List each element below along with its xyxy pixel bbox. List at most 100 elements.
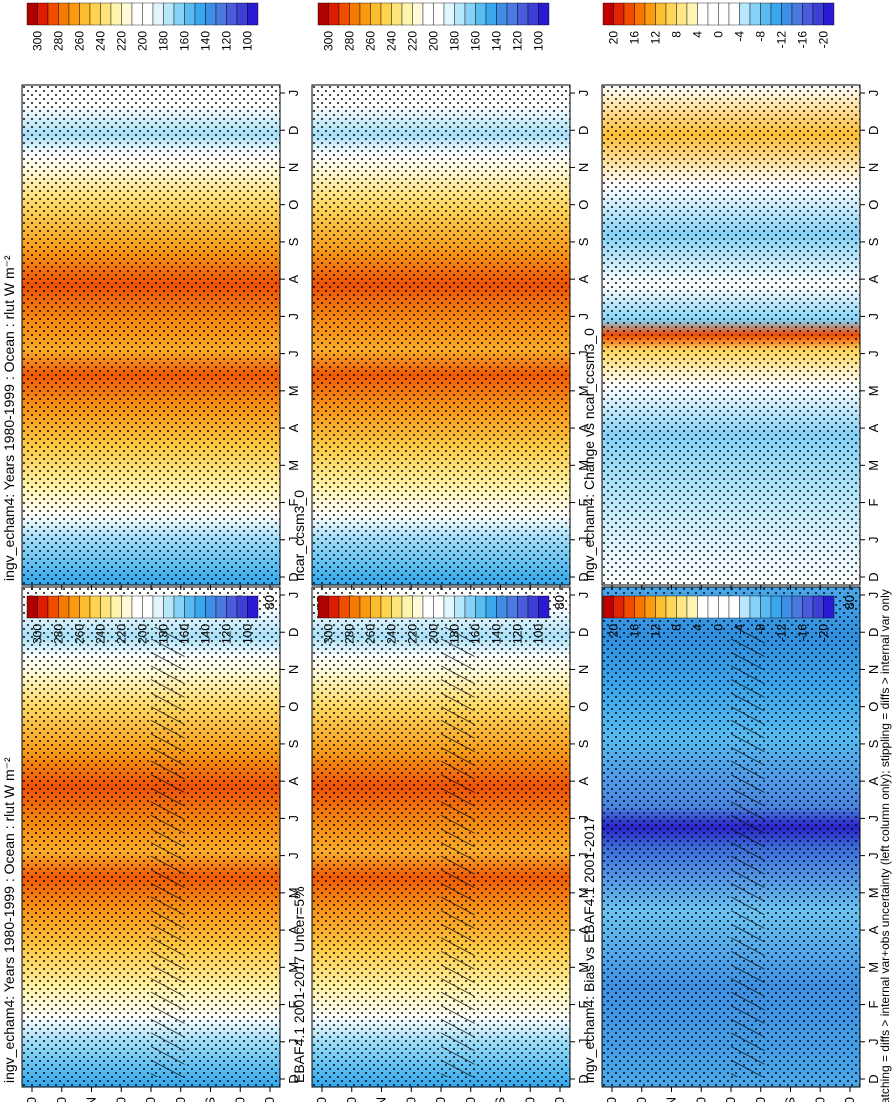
colorbar-swatch (623, 2, 635, 26)
colorbar-label: 120 (511, 31, 525, 51)
x-tick-label: M (866, 887, 881, 898)
colorbar-swatch (739, 595, 751, 619)
colorbar-label: -12 (775, 31, 789, 49)
x-tick-label: J (286, 350, 301, 357)
panel-5: DJFMAMJJASONDJ8060°N20020°S6080ingv_echa… (581, 586, 881, 1102)
x-tick-label: A (866, 925, 881, 934)
x-tick-label: J (286, 815, 301, 822)
colorbar-swatch (485, 2, 497, 26)
colorbar-label: 220 (115, 31, 129, 51)
x-tick-label: S (576, 739, 591, 748)
x-tick-label: F (576, 1001, 591, 1009)
x-tick-label: F (866, 1001, 881, 1009)
colorbar-swatch (686, 2, 698, 26)
colorbar-label: 0 (712, 31, 726, 38)
colorbar-swatch (506, 2, 518, 26)
colorbar-label: 16 (628, 624, 642, 638)
hatching (731, 627, 765, 1077)
y-tick-label: 80 (552, 595, 567, 609)
colorbar-swatch (812, 595, 824, 619)
x-tick-label: D (286, 1074, 301, 1083)
x-tick-label: O (286, 200, 301, 210)
colorbar-swatch (100, 595, 112, 619)
stippling (312, 85, 570, 585)
colorbar-swatch (338, 2, 350, 26)
colorbar-label: 20 (607, 624, 621, 638)
colorbar-swatch (194, 595, 206, 619)
x-tick-label: J (576, 90, 591, 97)
colorbar-label: 12 (649, 624, 663, 638)
colorbar-swatch (79, 595, 91, 619)
colorbar-swatch (89, 595, 101, 619)
colorbar-swatch (380, 2, 392, 26)
y-tick-label: 20 (173, 1097, 188, 1102)
y-tick-label: 20 (113, 1097, 128, 1102)
colorbar-label: 180 (448, 624, 462, 644)
colorbar-swatch (655, 2, 667, 26)
x-tick-label: D (576, 1074, 591, 1083)
colorbar-swatch (236, 595, 248, 619)
colorbar-label: 100 (241, 624, 255, 644)
colorbar-label: 220 (406, 31, 420, 51)
y-tick-label: 20 (753, 1097, 768, 1102)
colorbar-swatch (496, 595, 508, 619)
x-tick-label: J (286, 537, 301, 544)
x-tick-label: A (286, 925, 301, 934)
y-tick-label: 80 (262, 1097, 277, 1102)
x-tick-label: S (576, 237, 591, 246)
colorbar-swatch (194, 2, 206, 26)
colorbar-swatch (142, 595, 154, 619)
colorbar-swatch (401, 2, 413, 26)
x-tick-label: F (866, 499, 881, 507)
x-tick-label: N (576, 665, 591, 674)
colorbar-swatch (517, 2, 529, 26)
colorbar-label: -8 (754, 31, 768, 42)
x-tick-label: F (576, 499, 591, 507)
y-tick-label: 0 (433, 1097, 448, 1102)
colorbar-diff: 20 16 12 8 4 0 -4 -8 -12 -16 -20 (602, 595, 835, 641)
colorbar-label: 260 (73, 31, 87, 51)
colorbar-swatch (686, 595, 698, 619)
y-tick-label: 60 (54, 1097, 69, 1102)
colorbar-label: -8 (754, 624, 768, 635)
colorbar-swatch (215, 2, 227, 26)
panel-2: DJFMAMJJASONDJ8060°N20020°S6080ingv_echa… (1, 84, 301, 610)
y-tick-label: 80 (24, 1097, 39, 1102)
colorbar-swatch (370, 2, 382, 26)
colorbar-label: 240 (94, 31, 108, 51)
panel-6: DJFMAMJJASONDJ8060°N20020°S6080ingv_echa… (581, 84, 881, 610)
colorbar-swatch (152, 2, 164, 26)
x-tick-label: A (866, 776, 881, 785)
x-tick-label: J (286, 313, 301, 320)
colorbar-swatch (412, 2, 424, 26)
y-tick-label: 0 (143, 1097, 158, 1102)
colorbar-swatch (517, 595, 529, 619)
x-tick-label: M (576, 887, 591, 898)
colorbar-swatch (184, 595, 196, 619)
x-tick-label: A (576, 776, 591, 785)
colorbar-swatch (496, 2, 508, 26)
x-tick-label: D (286, 572, 301, 581)
colorbar-swatch (433, 2, 445, 26)
y-tick-label: 60 (812, 1097, 827, 1102)
colorbar-swatch (89, 2, 101, 26)
colorbar-swatch (475, 2, 487, 26)
x-tick-label: D (866, 126, 881, 135)
x-tick-label: O (866, 702, 881, 712)
x-tick-label: J (866, 815, 881, 822)
colorbar-label: 240 (385, 624, 399, 644)
colorbar-abs: 300 280 260 240 220 200 180 160 140 120 100 (26, 2, 259, 51)
y-tick-label: °S (493, 1097, 508, 1102)
colorbar-swatch (142, 2, 154, 26)
colorbar-swatch (655, 595, 667, 619)
y-tick-label: 80 (552, 1097, 567, 1102)
colorbar-swatch (131, 2, 143, 26)
colorbar-swatch (173, 2, 185, 26)
colorbar-label: 180 (157, 31, 171, 51)
x-tick-label: M (576, 460, 591, 471)
panel-3: DJFMAMJJASONDJ8060°N20020°S6080EBAF4.1 2… (291, 586, 591, 1102)
colorbar-label: 16 (628, 31, 642, 45)
x-tick-label: A (286, 423, 301, 432)
colorbar-label: 300 (322, 624, 336, 644)
